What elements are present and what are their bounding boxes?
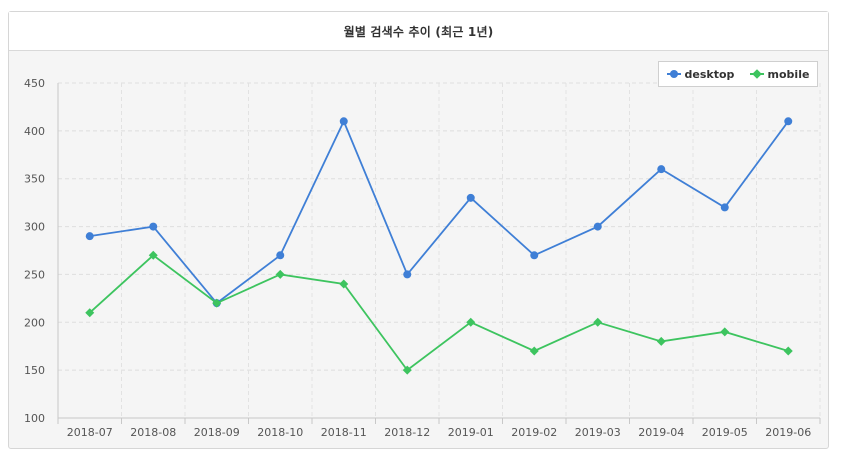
- data-point-desktop: [85, 232, 94, 241]
- data-point-desktop: [720, 203, 729, 212]
- x-tick-label: 2018-11: [321, 426, 367, 439]
- data-point-mobile: [85, 308, 95, 318]
- y-tick-label: 100: [24, 412, 45, 425]
- y-tick-label: 350: [24, 173, 45, 186]
- legend-swatch-desktop: [666, 70, 681, 78]
- x-tick-label: 2019-06: [765, 426, 811, 439]
- data-point-mobile: [720, 327, 730, 337]
- data-point-desktop: [784, 117, 793, 126]
- x-tick-label: 2018-12: [384, 426, 430, 439]
- legend-label-mobile: mobile: [767, 67, 810, 81]
- data-point-mobile: [783, 346, 793, 356]
- data-point-desktop: [593, 222, 602, 231]
- data-point-desktop: [403, 270, 412, 279]
- data-point-mobile: [212, 298, 222, 308]
- chart-legend: desktop mobile: [658, 61, 818, 87]
- data-point-desktop: [657, 165, 666, 174]
- data-point-desktop: [339, 117, 348, 126]
- x-tick-label: 2018-08: [130, 426, 176, 439]
- x-tick-label: 2018-09: [194, 426, 240, 439]
- data-point-desktop: [466, 193, 475, 202]
- data-point-mobile: [466, 317, 476, 327]
- legend-item-desktop[interactable]: desktop: [666, 67, 735, 81]
- series-line-mobile: [89, 254, 789, 372]
- data-point-desktop: [149, 222, 158, 231]
- legend-item-mobile[interactable]: mobile: [749, 67, 810, 81]
- y-tick-label: 400: [24, 125, 45, 138]
- panel-header: 월별 검색수 추이 (최근 1년): [9, 12, 828, 51]
- x-tick-label: 2019-03: [575, 426, 621, 439]
- x-tick-label: 2019-01: [448, 426, 494, 439]
- y-tick-label: 150: [24, 364, 45, 377]
- data-point-mobile: [656, 336, 666, 346]
- data-point-mobile: [402, 365, 412, 375]
- legend-label-desktop: desktop: [684, 67, 735, 81]
- data-point-mobile: [593, 317, 603, 327]
- data-point-mobile: [529, 346, 539, 356]
- x-tick-label: 2019-04: [638, 426, 684, 439]
- y-tick-label: 450: [24, 77, 45, 90]
- x-tick-label: 2019-05: [702, 426, 748, 439]
- data-point-desktop: [276, 251, 285, 260]
- y-tick-label: 200: [24, 316, 45, 329]
- x-tick-label: 2019-02: [511, 426, 557, 439]
- data-point-mobile: [339, 279, 349, 289]
- y-tick-label: 250: [24, 268, 45, 281]
- x-tick-label: 2018-07: [67, 426, 113, 439]
- data-point-desktop: [530, 251, 539, 260]
- chart-title: 월별 검색수 추이 (최근 1년): [343, 24, 494, 39]
- data-point-mobile: [148, 250, 158, 260]
- legend-swatch-mobile: [749, 69, 764, 79]
- series-line-desktop: [89, 119, 789, 305]
- y-tick-label: 300: [24, 221, 45, 234]
- data-point-mobile: [275, 269, 285, 279]
- x-tick-label: 2018-10: [257, 426, 303, 439]
